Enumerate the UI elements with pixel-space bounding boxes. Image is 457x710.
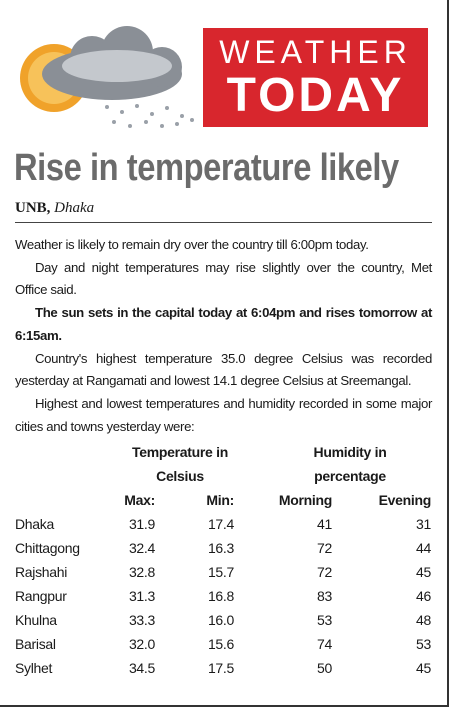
table-value: 17.5 [207,660,234,676]
table-value: 16.8 [207,588,234,604]
group-header: Humidity in percentage [313,444,387,484]
table-value: 48 [416,612,431,628]
table-value: 44 [416,540,431,556]
table-value: 72 [317,540,332,556]
column-header: Min: [206,492,234,508]
paragraph: Highest and lowest temperatures and humi… [15,395,432,434]
city: Rangpur [15,588,67,604]
banner: WEATHER TODAY [203,28,428,127]
agency: UNB, [15,200,51,216]
city: Sylhet [15,660,53,676]
table-value: 17.4 [207,516,234,532]
table-value: 31.3 [128,588,155,604]
group-header: Temperature in Celsius [132,444,228,484]
place: Dhaka [54,200,95,216]
table-value: 31.9 [128,516,155,532]
weather-table: Temperature in Celsius Humidity in percen… [15,440,435,690]
border [0,705,449,707]
table-value: 31 [416,516,431,532]
paragraph: Country's highest temperature 35.0 degre… [15,350,432,389]
table-value: 83 [317,588,332,604]
column-header: Evening [378,492,432,508]
column-header: Max: [124,492,155,508]
table-value: 45 [416,564,431,580]
byline: UNB, Dhaka [15,200,94,217]
city: Chittagong [15,540,80,556]
paragraph: The sun sets in the capital today at 6:0… [15,305,432,343]
headline: Rise in temperature likely [14,147,399,189]
border [447,0,449,706]
table-value: 45 [416,660,431,676]
city: Dhaka [15,516,54,532]
article-text: Weather is likely to remain dry over the… [15,234,432,438]
rule [15,222,432,223]
table-value: 72 [317,564,332,580]
table-value: 16.0 [207,612,234,628]
paragraph: Day and night temperatures may rise slig… [15,259,432,298]
table-value: 32.0 [128,636,155,652]
table-value: 50 [317,660,332,676]
table-value: 74 [317,636,332,652]
table-value: 53 [317,612,332,628]
banner-top: WEATHER [219,34,412,70]
table-value: 34.5 [128,660,155,676]
city: Rajshahi [15,564,68,580]
table-value: 32.8 [128,564,155,580]
table-value: 41 [317,516,332,532]
table-value: 16.3 [207,540,234,556]
city: Barisal [15,636,56,652]
paragraph: Weather is likely to remain dry over the… [15,237,369,252]
table-value: 15.7 [207,564,234,580]
table-value: 15.6 [207,636,234,652]
table-value: 32.4 [128,540,155,556]
banner-bottom: TODAY [226,69,405,122]
city: Khulna [15,612,57,628]
table-value: 46 [416,588,431,604]
weather-icon [20,26,194,128]
table-value: 53 [416,636,431,652]
column-header: Morning [278,492,332,508]
table-value: 33.3 [128,612,155,628]
